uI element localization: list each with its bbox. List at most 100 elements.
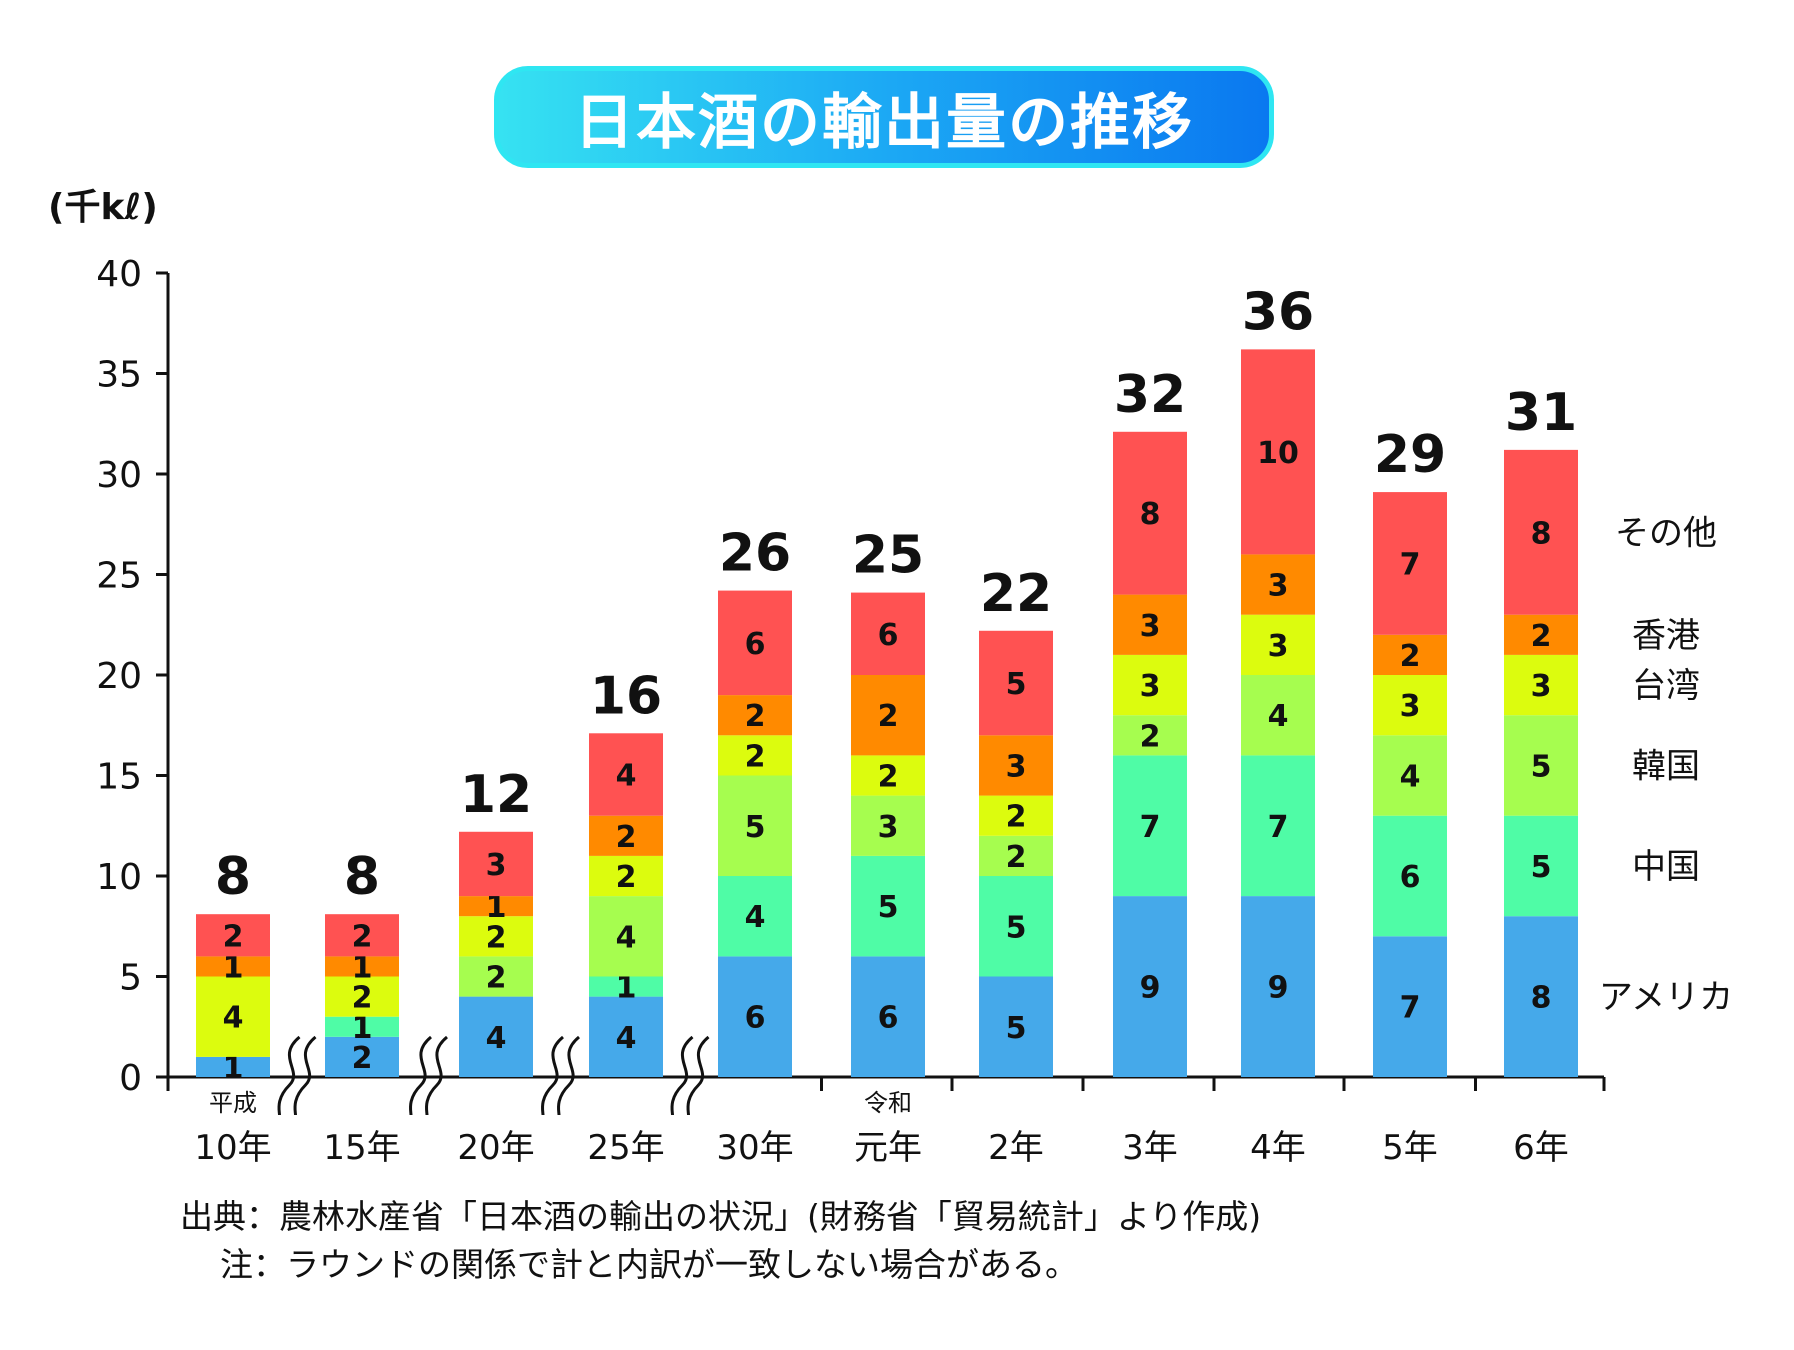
x-category-label: 4年 — [1250, 1128, 1306, 1168]
legend-label: アメリカ — [1599, 978, 1733, 1018]
segment-label: 1 — [352, 1011, 373, 1046]
bar-total-label: 32 — [1114, 365, 1186, 425]
bar-segment — [1373, 815, 1447, 937]
bar-segment — [1504, 815, 1578, 917]
segment-label: 3 — [1140, 669, 1161, 704]
segment-label: 8 — [1140, 497, 1161, 532]
bar-segment — [979, 735, 1053, 796]
segment-label: 4 — [616, 920, 637, 955]
segment-label: 4 — [486, 1021, 507, 1056]
segment-label: 3 — [1531, 669, 1552, 704]
segment-label: 3 — [1140, 609, 1161, 644]
bar-segment — [196, 956, 270, 977]
bar-segment — [979, 835, 1053, 876]
axis-break-mark — [408, 1035, 432, 1116]
bar-segment — [1113, 431, 1187, 595]
bar-segment — [718, 590, 792, 696]
segment-label: 3 — [486, 848, 507, 883]
legend-label: 香港 — [1632, 616, 1700, 656]
segment-label: 5 — [745, 810, 766, 845]
bar-segment — [1373, 492, 1447, 635]
bar-segment — [459, 896, 533, 917]
y-tick-label: 5 — [119, 958, 142, 999]
bar-segment — [1504, 654, 1578, 716]
bar-segment — [1504, 715, 1578, 816]
segment-label: 1 — [223, 1051, 244, 1086]
stacked-bar-chart: 05101520253035401412810年21212815年4221312… — [96, 254, 1733, 1168]
legend-label: 韓国 — [1632, 746, 1700, 786]
bar-segment — [1241, 614, 1315, 675]
segment-label: 4 — [616, 758, 637, 793]
segment-label: 1 — [616, 971, 637, 1006]
bar-segment — [851, 956, 925, 1077]
segment-label: 7 — [1140, 810, 1161, 845]
bar-segment — [1373, 634, 1447, 675]
bar-segment — [459, 956, 533, 997]
segment-label: 1 — [352, 950, 373, 985]
segment-label: 2 — [1531, 619, 1552, 654]
bar-segment — [718, 876, 792, 957]
bar-segment — [1241, 349, 1315, 555]
bar-total-label: 8 — [215, 847, 251, 907]
era-label: 令和 — [864, 1089, 912, 1117]
x-category-label: 2年 — [988, 1128, 1044, 1168]
segment-label: 6 — [878, 618, 899, 653]
bar-segment — [851, 675, 925, 756]
segment-label: 2 — [1400, 639, 1421, 674]
x-category-label: 15年 — [323, 1128, 400, 1168]
bar-segment — [851, 795, 925, 856]
segment-label: 2 — [486, 920, 507, 955]
segment-label: 3 — [878, 810, 899, 845]
bar-total-label: 25 — [852, 526, 924, 586]
segment-label: 6 — [878, 1001, 899, 1036]
bar-segment — [851, 592, 925, 675]
segment-label: 4 — [616, 1021, 637, 1056]
segment-label: 4 — [1400, 760, 1421, 795]
segment-label: 5 — [1531, 749, 1552, 784]
bar-segment — [459, 831, 533, 897]
segment-label: 5 — [1006, 910, 1027, 945]
axis-break-mark — [293, 1035, 317, 1116]
bar-segment — [1373, 936, 1447, 1077]
x-category-label: 10年 — [194, 1128, 271, 1168]
segment-label: 2 — [352, 1041, 373, 1076]
segment-label: 2 — [352, 919, 373, 954]
axis-break-mark — [556, 1035, 580, 1116]
segment-label: 2 — [616, 860, 637, 895]
x-category-label: 6年 — [1513, 1128, 1569, 1168]
segment-label: 8 — [1531, 981, 1552, 1016]
segment-label: 5 — [1006, 667, 1027, 702]
bar-total-label: 12 — [460, 765, 532, 825]
bar-segment — [196, 976, 270, 1057]
segment-label: 5 — [878, 890, 899, 925]
bar-segment — [1113, 896, 1187, 1077]
bar-segment — [589, 733, 663, 816]
segment-label: 2 — [745, 739, 766, 774]
source-note: 出典：農林水産省「日本酒の輸出の状況」(財務省「貿易統計」より作成) — [180, 1197, 1262, 1236]
y-tick-label: 25 — [96, 556, 142, 597]
x-category-label: 25年 — [587, 1128, 664, 1168]
segment-label: 2 — [616, 820, 637, 855]
y-tick-label: 20 — [96, 656, 142, 697]
y-axis-unit: (千kℓ) — [48, 187, 158, 228]
bar-segment — [1241, 755, 1315, 897]
bar-total-label: 16 — [590, 666, 662, 726]
segment-label: 3 — [1006, 749, 1027, 784]
bar-segment — [1113, 594, 1187, 655]
segment-label: 3 — [1268, 629, 1289, 664]
bar-segment — [589, 896, 663, 977]
y-tick-label: 10 — [96, 857, 142, 898]
bar-segment — [589, 815, 663, 856]
segment-label: 6 — [745, 627, 766, 662]
bar-total-label: 22 — [980, 564, 1052, 624]
bar-total-label: 26 — [719, 524, 791, 584]
y-tick-label: 15 — [96, 757, 142, 798]
bar-total-label: 29 — [1374, 425, 1446, 485]
bar-segment — [1504, 614, 1578, 655]
segment-label: 6 — [1400, 860, 1421, 895]
segment-label: 4 — [223, 1001, 244, 1036]
bar-segment — [1373, 735, 1447, 816]
legend-label: その他 — [1615, 513, 1717, 553]
bar-segment — [196, 1056, 270, 1077]
bar-total-label: 8 — [344, 847, 380, 907]
